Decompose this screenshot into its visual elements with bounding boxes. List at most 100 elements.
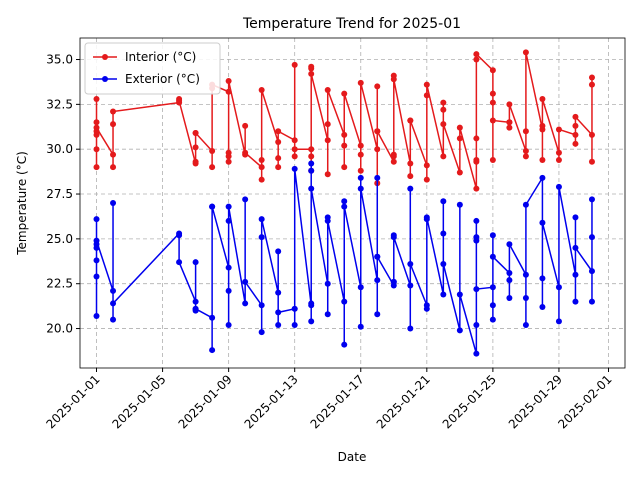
point xyxy=(341,131,348,138)
y-tick-label: 30.0 xyxy=(46,142,73,156)
point xyxy=(539,156,546,163)
point xyxy=(555,183,562,190)
point xyxy=(456,327,463,334)
legend: Interior (°C) Exterior (°C) xyxy=(84,42,221,95)
point xyxy=(308,300,315,307)
point xyxy=(506,269,513,276)
point xyxy=(407,325,414,332)
point xyxy=(357,323,364,330)
point xyxy=(110,164,117,171)
x-tick-label: 2025-01-09 xyxy=(176,372,235,431)
point xyxy=(209,147,216,154)
point xyxy=(539,304,546,311)
point xyxy=(242,149,249,156)
point xyxy=(225,158,232,165)
point xyxy=(588,298,595,305)
point xyxy=(572,122,579,129)
point xyxy=(341,90,348,97)
point xyxy=(291,305,298,312)
point xyxy=(275,248,282,255)
point xyxy=(308,160,315,167)
point xyxy=(308,318,315,325)
point xyxy=(176,259,183,266)
point xyxy=(588,158,595,165)
point xyxy=(308,153,315,160)
point xyxy=(489,316,496,323)
legend-marker xyxy=(102,54,108,60)
point xyxy=(473,56,480,63)
point xyxy=(374,277,381,284)
point xyxy=(374,174,381,181)
point xyxy=(572,140,579,147)
point xyxy=(341,198,348,205)
point xyxy=(572,131,579,138)
point xyxy=(522,128,529,135)
x-tick-label: 2025-01-13 xyxy=(242,372,301,431)
point xyxy=(93,146,100,153)
point xyxy=(93,273,100,280)
point xyxy=(209,347,216,354)
point xyxy=(456,169,463,176)
y-tick-label: 32.5 xyxy=(46,97,73,111)
point xyxy=(357,167,364,174)
point xyxy=(93,131,100,138)
point xyxy=(341,164,348,171)
point xyxy=(341,341,348,348)
point xyxy=(440,99,447,106)
point xyxy=(588,81,595,88)
point xyxy=(192,158,199,165)
point xyxy=(209,203,216,210)
point xyxy=(341,203,348,210)
point xyxy=(291,146,298,153)
legend-label: Exterior (°C) xyxy=(125,72,200,86)
point xyxy=(473,185,480,192)
y-axis-label: Temperature (°C) xyxy=(15,151,29,256)
y-tick-label: 20.0 xyxy=(46,322,73,336)
point xyxy=(291,153,298,160)
point xyxy=(423,176,430,183)
y-tick-label: 27.5 xyxy=(46,187,73,201)
point xyxy=(522,49,529,56)
point xyxy=(275,128,282,135)
point xyxy=(93,216,100,223)
point xyxy=(489,67,496,74)
point xyxy=(440,230,447,237)
point xyxy=(324,171,331,178)
point xyxy=(242,300,249,307)
point xyxy=(390,153,397,160)
point xyxy=(555,149,562,156)
point xyxy=(588,131,595,138)
point xyxy=(423,162,430,169)
point xyxy=(572,271,579,278)
point xyxy=(357,142,364,149)
point xyxy=(258,216,265,223)
point xyxy=(225,88,232,95)
point xyxy=(489,90,496,97)
point xyxy=(522,295,529,302)
point xyxy=(522,201,529,208)
point xyxy=(308,63,315,70)
point xyxy=(258,176,265,183)
point xyxy=(473,321,480,328)
point xyxy=(258,164,265,171)
point xyxy=(423,92,430,99)
x-tick-label: 2025-01-01 xyxy=(43,372,102,431)
point xyxy=(176,97,183,104)
point xyxy=(258,329,265,336)
point xyxy=(506,277,513,284)
point xyxy=(390,278,397,285)
y-tick-label: 25.0 xyxy=(46,232,73,246)
point xyxy=(506,124,513,131)
point xyxy=(275,309,282,316)
point xyxy=(572,298,579,305)
point xyxy=(110,151,117,158)
point xyxy=(440,153,447,160)
legend-box xyxy=(84,42,221,95)
point xyxy=(506,119,513,126)
point xyxy=(291,137,298,144)
point xyxy=(407,160,414,167)
point xyxy=(225,78,232,85)
point xyxy=(258,156,265,163)
point xyxy=(110,300,117,307)
